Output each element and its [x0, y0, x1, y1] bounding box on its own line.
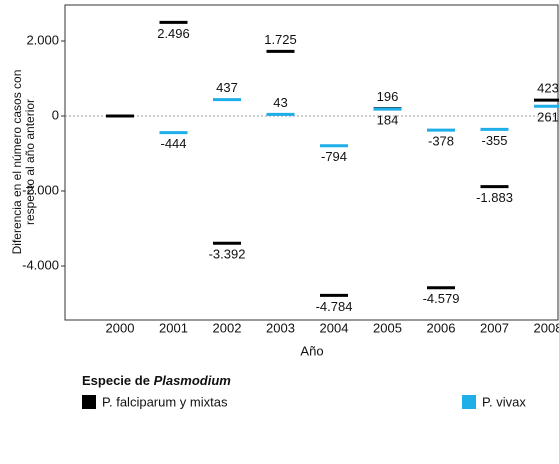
legend-swatch — [82, 395, 96, 409]
value-label: 423 — [537, 81, 559, 96]
value-label: 437 — [216, 80, 238, 95]
value-label: 261 — [537, 110, 559, 125]
legend-label: P. falciparum y mixtas — [102, 394, 228, 409]
x-tick-label: 2008 — [534, 320, 559, 335]
y-tick-label: 2.000 — [26, 32, 59, 47]
x-tick-label: 2004 — [320, 320, 349, 335]
value-label: -1.883 — [476, 190, 513, 205]
value-label: -794 — [321, 149, 347, 164]
value-label: 1.725 — [264, 32, 297, 47]
value-label: 196 — [377, 89, 399, 104]
legend-title-text: Especie de — [82, 373, 150, 388]
x-tick-label: 2000 — [106, 320, 135, 335]
x-tick-label: 2006 — [427, 320, 456, 335]
legend-title: Especie de Plasmodium — [82, 373, 231, 388]
value-label: 2.496 — [157, 26, 190, 41]
value-label: -355 — [481, 133, 507, 148]
x-tick-label: 2007 — [480, 320, 509, 335]
legend-swatch — [462, 395, 476, 409]
x-tick-label: 2002 — [213, 320, 242, 335]
x-tick-label: 2003 — [266, 320, 295, 335]
y-tick-label: -2.000 — [22, 182, 59, 197]
legend-label: P. vivax — [482, 394, 526, 409]
x-tick-label: 2001 — [159, 320, 188, 335]
value-label: -4.784 — [316, 299, 353, 314]
y-axis-label: respecto al año anterior — [23, 99, 37, 225]
y-axis-label: Diferencia en el número casos con — [10, 70, 24, 255]
x-tick-label: 2005 — [373, 320, 402, 335]
value-label: -378 — [428, 134, 454, 149]
value-label: -444 — [160, 136, 186, 151]
plot-frame — [64, 4, 559, 321]
value-label: 43 — [273, 95, 287, 110]
y-tick-label: 0 — [52, 107, 59, 122]
value-label: -3.392 — [209, 247, 246, 262]
legend-title-italic: Plasmodium — [154, 373, 232, 388]
y-tick-label: -4.000 — [22, 257, 59, 272]
x-axis-label: Año — [300, 343, 323, 358]
value-label: 184 — [377, 113, 399, 128]
value-label: -4.579 — [423, 291, 460, 306]
